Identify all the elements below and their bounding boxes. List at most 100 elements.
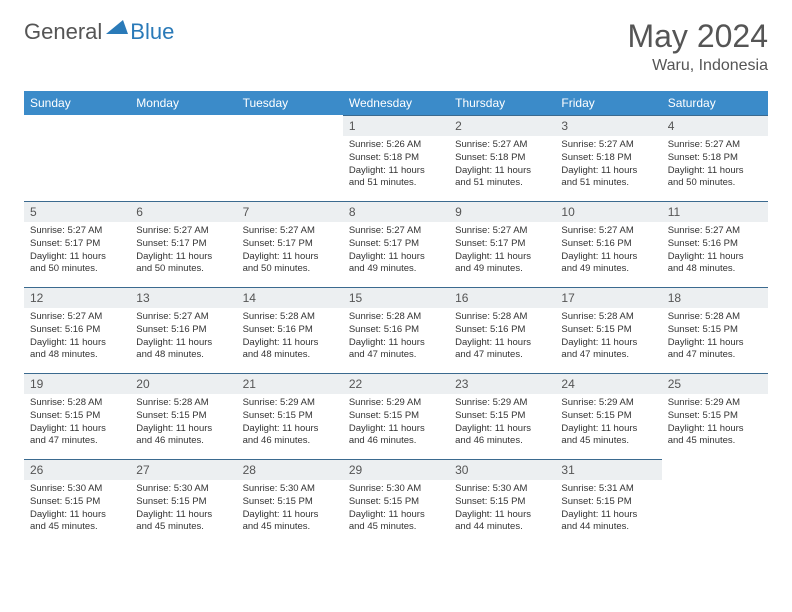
day-details: Sunrise: 5:28 AMSunset: 5:16 PMDaylight:… <box>237 308 343 366</box>
calendar-cell: 15Sunrise: 5:28 AMSunset: 5:16 PMDayligh… <box>343 287 449 373</box>
day-number: 19 <box>24 373 130 394</box>
weekday-header: Wednesday <box>343 91 449 115</box>
day-number: 27 <box>130 459 236 480</box>
day-number: 20 <box>130 373 236 394</box>
calendar-cell: 12Sunrise: 5:27 AMSunset: 5:16 PMDayligh… <box>24 287 130 373</box>
logo-text-general: General <box>24 19 102 45</box>
day-details: Sunrise: 5:27 AMSunset: 5:16 PMDaylight:… <box>24 308 130 366</box>
day-number: 12 <box>24 287 130 308</box>
day-details: Sunrise: 5:30 AMSunset: 5:15 PMDaylight:… <box>343 480 449 538</box>
day-number: 24 <box>555 373 661 394</box>
logo: General Blue <box>24 18 174 45</box>
calendar-row: 19Sunrise: 5:28 AMSunset: 5:15 PMDayligh… <box>24 373 768 459</box>
calendar-cell: 22Sunrise: 5:29 AMSunset: 5:15 PMDayligh… <box>343 373 449 459</box>
day-number: 9 <box>449 201 555 222</box>
calendar-row: 26Sunrise: 5:30 AMSunset: 5:15 PMDayligh… <box>24 459 768 545</box>
day-number: 8 <box>343 201 449 222</box>
day-number: 4 <box>662 115 768 136</box>
day-number: 3 <box>555 115 661 136</box>
day-details: Sunrise: 5:28 AMSunset: 5:15 PMDaylight:… <box>555 308 661 366</box>
header: General Blue May 2024 Waru, Indonesia <box>24 18 768 75</box>
day-number: 28 <box>237 459 343 480</box>
day-number: 29 <box>343 459 449 480</box>
calendar-cell: 17Sunrise: 5:28 AMSunset: 5:15 PMDayligh… <box>555 287 661 373</box>
day-number: 21 <box>237 373 343 394</box>
calendar-cell: 29Sunrise: 5:30 AMSunset: 5:15 PMDayligh… <box>343 459 449 545</box>
day-number: 23 <box>449 373 555 394</box>
calendar-row: 12Sunrise: 5:27 AMSunset: 5:16 PMDayligh… <box>24 287 768 373</box>
calendar-row: 5Sunrise: 5:27 AMSunset: 5:17 PMDaylight… <box>24 201 768 287</box>
day-number: 14 <box>237 287 343 308</box>
calendar-cell: 2Sunrise: 5:27 AMSunset: 5:18 PMDaylight… <box>449 115 555 201</box>
calendar-cell: 13Sunrise: 5:27 AMSunset: 5:16 PMDayligh… <box>130 287 236 373</box>
day-number: 10 <box>555 201 661 222</box>
calendar-cell: 11Sunrise: 5:27 AMSunset: 5:16 PMDayligh… <box>662 201 768 287</box>
calendar-cell: 18Sunrise: 5:28 AMSunset: 5:15 PMDayligh… <box>662 287 768 373</box>
day-number: 18 <box>662 287 768 308</box>
weekday-header: Thursday <box>449 91 555 115</box>
calendar-cell <box>130 115 236 201</box>
calendar-cell: 31Sunrise: 5:31 AMSunset: 5:15 PMDayligh… <box>555 459 661 545</box>
day-number: 26 <box>24 459 130 480</box>
day-number: 5 <box>24 201 130 222</box>
calendar-cell: 30Sunrise: 5:30 AMSunset: 5:15 PMDayligh… <box>449 459 555 545</box>
day-number: 7 <box>237 201 343 222</box>
day-details: Sunrise: 5:30 AMSunset: 5:15 PMDaylight:… <box>237 480 343 538</box>
calendar-cell <box>237 115 343 201</box>
day-details: Sunrise: 5:30 AMSunset: 5:15 PMDaylight:… <box>24 480 130 538</box>
calendar-table: SundayMondayTuesdayWednesdayThursdayFrid… <box>24 91 768 545</box>
calendar-cell: 10Sunrise: 5:27 AMSunset: 5:16 PMDayligh… <box>555 201 661 287</box>
calendar-row: 1Sunrise: 5:26 AMSunset: 5:18 PMDaylight… <box>24 115 768 201</box>
day-details: Sunrise: 5:28 AMSunset: 5:16 PMDaylight:… <box>343 308 449 366</box>
day-details: Sunrise: 5:27 AMSunset: 5:17 PMDaylight:… <box>449 222 555 280</box>
day-details: Sunrise: 5:27 AMSunset: 5:18 PMDaylight:… <box>555 136 661 194</box>
calendar-cell: 14Sunrise: 5:28 AMSunset: 5:16 PMDayligh… <box>237 287 343 373</box>
day-details: Sunrise: 5:28 AMSunset: 5:16 PMDaylight:… <box>449 308 555 366</box>
day-details: Sunrise: 5:27 AMSunset: 5:16 PMDaylight:… <box>662 222 768 280</box>
day-number: 30 <box>449 459 555 480</box>
weekday-header: Tuesday <box>237 91 343 115</box>
day-number: 6 <box>130 201 236 222</box>
calendar-cell: 5Sunrise: 5:27 AMSunset: 5:17 PMDaylight… <box>24 201 130 287</box>
calendar-cell: 3Sunrise: 5:27 AMSunset: 5:18 PMDaylight… <box>555 115 661 201</box>
calendar-cell <box>662 459 768 545</box>
calendar-cell: 23Sunrise: 5:29 AMSunset: 5:15 PMDayligh… <box>449 373 555 459</box>
weekday-header: Saturday <box>662 91 768 115</box>
day-details: Sunrise: 5:28 AMSunset: 5:15 PMDaylight:… <box>662 308 768 366</box>
calendar-cell: 21Sunrise: 5:29 AMSunset: 5:15 PMDayligh… <box>237 373 343 459</box>
calendar-cell: 20Sunrise: 5:28 AMSunset: 5:15 PMDayligh… <box>130 373 236 459</box>
calendar-cell: 6Sunrise: 5:27 AMSunset: 5:17 PMDaylight… <box>130 201 236 287</box>
logo-triangle-icon <box>106 18 128 39</box>
weekday-header: Sunday <box>24 91 130 115</box>
calendar-cell: 24Sunrise: 5:29 AMSunset: 5:15 PMDayligh… <box>555 373 661 459</box>
day-details: Sunrise: 5:27 AMSunset: 5:17 PMDaylight:… <box>343 222 449 280</box>
day-details: Sunrise: 5:28 AMSunset: 5:15 PMDaylight:… <box>24 394 130 452</box>
day-number: 22 <box>343 373 449 394</box>
day-number: 1 <box>343 115 449 136</box>
calendar-cell: 19Sunrise: 5:28 AMSunset: 5:15 PMDayligh… <box>24 373 130 459</box>
calendar-cell <box>24 115 130 201</box>
calendar-cell: 16Sunrise: 5:28 AMSunset: 5:16 PMDayligh… <box>449 287 555 373</box>
day-details: Sunrise: 5:30 AMSunset: 5:15 PMDaylight:… <box>449 480 555 538</box>
day-details: Sunrise: 5:30 AMSunset: 5:15 PMDaylight:… <box>130 480 236 538</box>
day-details: Sunrise: 5:27 AMSunset: 5:18 PMDaylight:… <box>662 136 768 194</box>
day-number: 16 <box>449 287 555 308</box>
calendar-cell: 28Sunrise: 5:30 AMSunset: 5:15 PMDayligh… <box>237 459 343 545</box>
day-details: Sunrise: 5:27 AMSunset: 5:16 PMDaylight:… <box>555 222 661 280</box>
day-number: 25 <box>662 373 768 394</box>
day-details: Sunrise: 5:29 AMSunset: 5:15 PMDaylight:… <box>662 394 768 452</box>
day-number: 31 <box>555 459 661 480</box>
location-text: Waru, Indonesia <box>627 57 768 75</box>
calendar-head: SundayMondayTuesdayWednesdayThursdayFrid… <box>24 91 768 115</box>
day-details: Sunrise: 5:27 AMSunset: 5:17 PMDaylight:… <box>130 222 236 280</box>
day-details: Sunrise: 5:27 AMSunset: 5:18 PMDaylight:… <box>449 136 555 194</box>
title-block: May 2024 Waru, Indonesia <box>627 18 768 75</box>
logo-text-blue: Blue <box>130 19 174 45</box>
calendar-cell: 4Sunrise: 5:27 AMSunset: 5:18 PMDaylight… <box>662 115 768 201</box>
calendar-body: 1Sunrise: 5:26 AMSunset: 5:18 PMDaylight… <box>24 115 768 545</box>
day-details: Sunrise: 5:28 AMSunset: 5:15 PMDaylight:… <box>130 394 236 452</box>
day-details: Sunrise: 5:27 AMSunset: 5:17 PMDaylight:… <box>24 222 130 280</box>
day-details: Sunrise: 5:29 AMSunset: 5:15 PMDaylight:… <box>449 394 555 452</box>
day-details: Sunrise: 5:31 AMSunset: 5:15 PMDaylight:… <box>555 480 661 538</box>
calendar-cell: 9Sunrise: 5:27 AMSunset: 5:17 PMDaylight… <box>449 201 555 287</box>
